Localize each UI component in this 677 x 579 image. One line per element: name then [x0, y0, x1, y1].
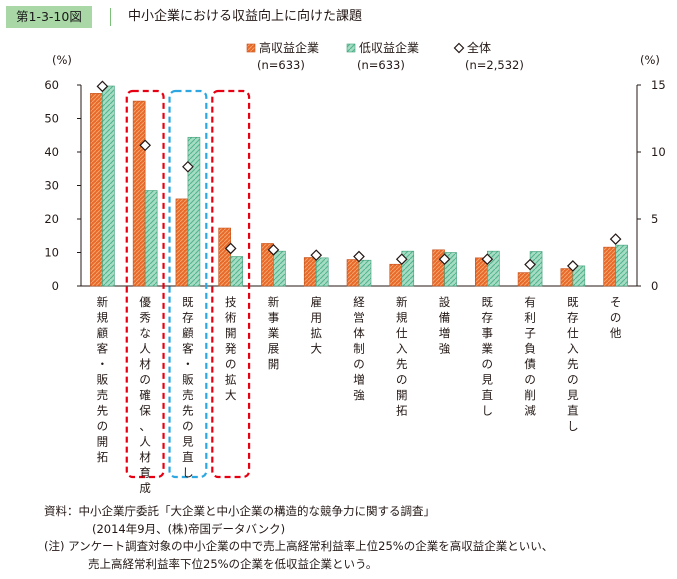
left-tick-label: 0 [52, 279, 59, 293]
marker-total [438, 253, 451, 266]
category-label: 経営体制の増強 [353, 295, 365, 402]
marker-total [395, 253, 408, 266]
bar-high-profit [218, 227, 231, 287]
legend-swatch [246, 43, 256, 53]
category-label: 有利子負債の削減 [524, 295, 536, 418]
category-label: 雇用拡大 [310, 295, 322, 356]
left-tick-label: 10 [44, 246, 59, 260]
marker-total [139, 139, 152, 152]
bars [90, 85, 628, 287]
total-markers [96, 80, 622, 272]
marker-total [481, 253, 494, 266]
legend-label: 全体 [467, 40, 491, 55]
bar-low-profit [102, 85, 115, 287]
bar-low-profit [315, 257, 329, 287]
highlight-frame [125, 89, 165, 479]
note-line-1: (注) アンケート調査対象の中小企業の中で売上高経常利益率上位25%の企業を高収… [44, 539, 554, 553]
source-line-1: 資料：中小企業庁委託「大企業と中小企業の構造的な競争力に関する調査」 [44, 504, 435, 518]
category-label: その他 [610, 295, 622, 340]
highlight-frames [125, 89, 251, 479]
bar-high-profit [603, 246, 616, 287]
category-label: 既存顧客・販売先の見直し [182, 295, 194, 480]
legend-swatch-total [453, 42, 465, 54]
category-label: 既存仕入先の見直し [567, 295, 579, 433]
left-tick-label: 50 [44, 112, 59, 126]
bar-low-profit [572, 265, 586, 287]
bar-low-profit [230, 256, 243, 287]
note-line-2: 売上高経常利益率下位25%の企業を低収益企業という。 [88, 556, 378, 571]
bar-high-profit [389, 263, 403, 287]
title-divider [110, 8, 111, 26]
category-labels: 新規顧客・販売先の開拓 優秀な人材の確保、人材育成 既存顧客・販売先の見直し 技術開発… [97, 295, 622, 495]
bar-chart: 0 10 20 30 40 50 60 0 5 10 15 (%) (%) 新規顧客・販売先の開拓 優秀な… [44, 40, 665, 495]
marker-total [566, 260, 579, 272]
category-label: 既存事業の見直し [482, 295, 494, 418]
left-tick-label: 20 [44, 212, 59, 226]
marker-total [353, 250, 365, 263]
category-label: 設備増強 [439, 295, 451, 356]
legend-sample-size: (n=633) [357, 58, 405, 72]
right-tick-label: 15 [651, 78, 666, 92]
figure-title: 中小企業における収益向上に向けた課題 [128, 9, 363, 24]
axes: 0 10 20 30 40 50 60 0 5 10 15 (%) (%) [44, 53, 665, 293]
category-label: 優秀な人材の確保、人材育成 [139, 295, 151, 495]
left-axis-unit: (%) [52, 53, 72, 67]
left-tick-label: 30 [44, 179, 59, 193]
highlight-frame [211, 89, 251, 479]
legend-sample-size: (n=633) [257, 58, 305, 72]
marker-total [524, 258, 536, 271]
chart-notes: 資料：中小企業庁委託「大企業と中小企業の構造的な競争力に関する調査」 (2014… [44, 503, 553, 573]
right-axis-unit: (%) [640, 53, 660, 67]
figure-header: 第1-3-10図 中小企業における収益向上に向けた課題 [0, 0, 677, 34]
figure-number: 第1-3-10図 [6, 6, 92, 28]
category-label: 技術開発の拡大 [225, 295, 237, 402]
source-line-2: (2014年9月、(株)帝国データバンク) [92, 521, 286, 536]
left-tick-label: 40 [44, 145, 59, 159]
bar-low-profit [273, 250, 286, 287]
bar-high-profit [517, 272, 531, 287]
bar-low-profit [358, 259, 372, 287]
legend-label: 低収益企業 [359, 40, 419, 55]
bar-low-profit [144, 190, 158, 287]
right-tick-label: 5 [651, 212, 658, 226]
right-tick-label: 0 [651, 279, 658, 293]
bar-high-profit [560, 268, 574, 287]
marker-total [267, 243, 280, 256]
bar-high-profit [303, 257, 317, 287]
bar-low-profit [187, 136, 201, 287]
bar-high-profit [90, 93, 103, 287]
category-label: 新事業展開 [268, 295, 280, 371]
right-tick-label: 10 [651, 145, 666, 159]
marker-total [609, 233, 622, 245]
bar-high-profit [132, 100, 146, 287]
bar-high-profit [175, 198, 189, 287]
bar-high-profit [346, 259, 360, 287]
marker-total [310, 249, 323, 262]
category-label: 新規仕入先の開拓 [396, 295, 408, 418]
highlight-frame [168, 89, 208, 479]
legend-swatch [346, 43, 356, 53]
marker-total [96, 80, 109, 93]
left-tick-label: 60 [44, 78, 59, 92]
legend-label: 高収益企業 [259, 40, 319, 55]
legend-sample-size: (n=2,532) [465, 58, 524, 72]
bar-low-profit [529, 251, 543, 287]
category-label: 新規顧客・販売先の開拓 [97, 295, 109, 464]
marker-total [224, 242, 237, 255]
legend: 高収益企業 (n=633) 低収益企業 (n=633) 全体 (n=2,532) [246, 40, 524, 72]
marker-total [182, 160, 194, 173]
bar-low-profit [615, 244, 628, 287]
